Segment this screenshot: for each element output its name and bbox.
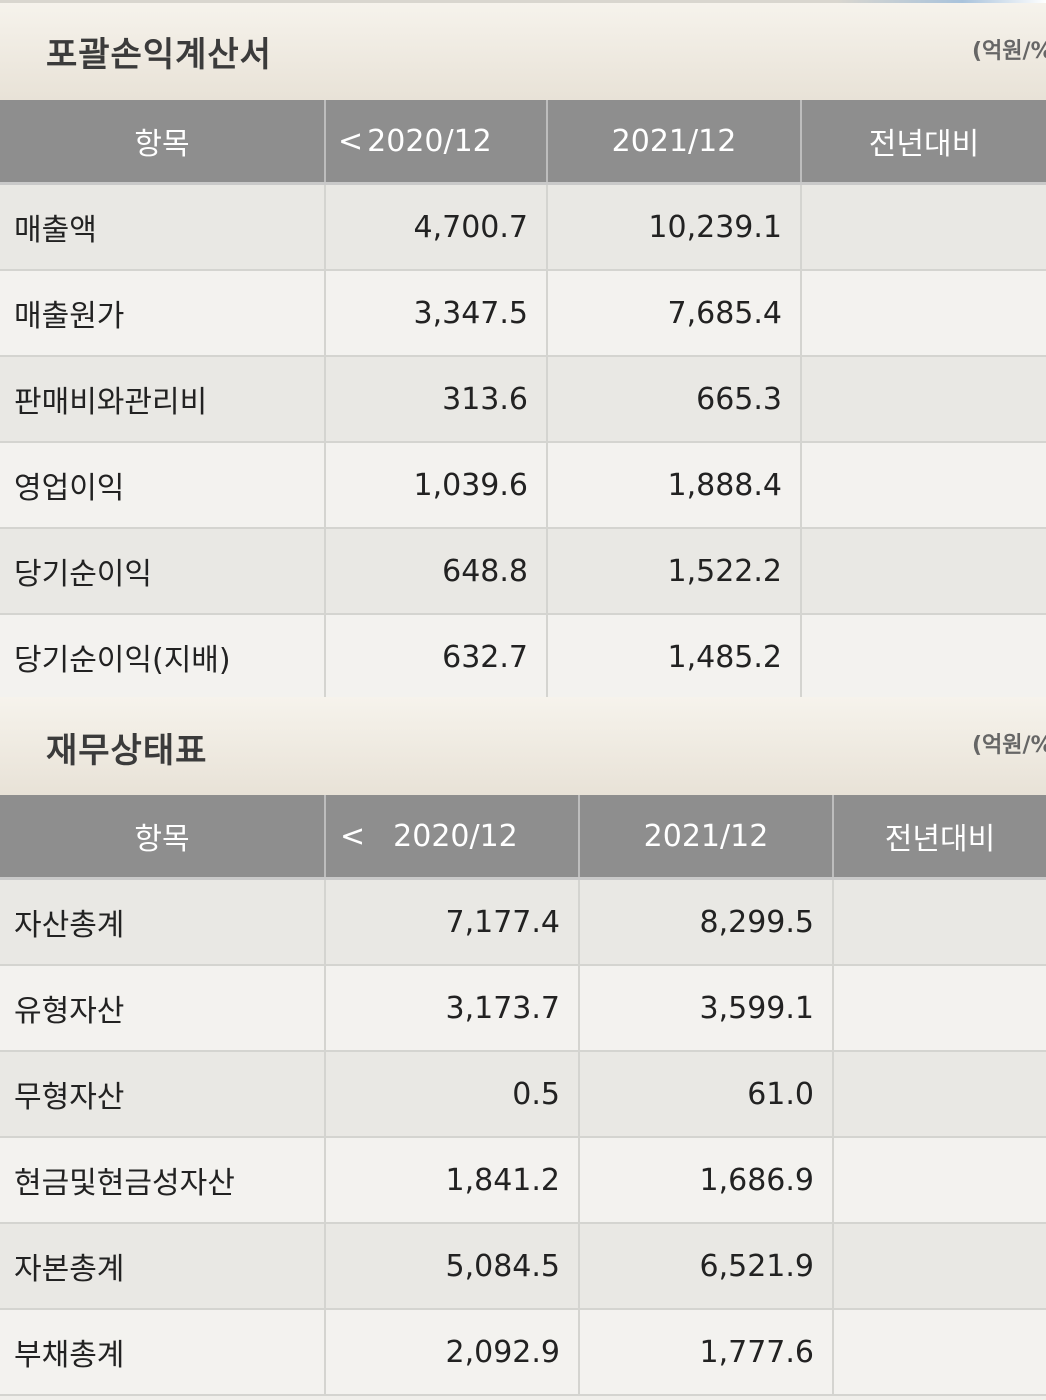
value-2020: 4,700.7 — [325, 183, 548, 271]
balance-sheet-table: 항목 <2020/12 2021/12 전년대비 자산총계 7,177.4 8,… — [0, 795, 1046, 1396]
balance-sheet-header: 재무상태표 (억원/%) — [0, 697, 1046, 795]
value-yoy — [801, 528, 1046, 615]
value-2021: 1,888.4 — [547, 442, 802, 529]
header-2021: 2021/12 — [579, 795, 834, 880]
value-yoy — [801, 183, 1046, 271]
table-row: 무형자산 0.5 61.0 — [0, 1051, 1046, 1138]
top-divider — [0, 0, 1046, 3]
row-label: 매출원가 — [0, 270, 326, 357]
income-statement-header: 포괄손익계산서 (억원/%) — [0, 3, 1046, 100]
row-label: 자산총계 — [0, 878, 326, 966]
income-statement-table: 항목 <2020/12 2021/12 전년대비 매출액 4,700.7 10,… — [0, 100, 1046, 701]
value-yoy — [833, 1309, 1046, 1396]
header-item: 항목 — [0, 795, 326, 880]
header-prev-period[interactable]: <2020/12 — [325, 100, 548, 185]
header-yoy: 전년대비 — [833, 795, 1046, 880]
header-2021: 2021/12 — [547, 100, 802, 185]
table-row: 영업이익 1,039.6 1,888.4 — [0, 442, 1046, 529]
value-2021: 6,521.9 — [579, 1223, 834, 1310]
value-yoy — [833, 965, 1046, 1052]
value-2020: 632.7 — [325, 614, 548, 701]
value-2020: 1,039.6 — [325, 442, 548, 529]
unit-label: (억원/%) — [972, 39, 1046, 64]
value-2020: 0.5 — [325, 1051, 580, 1138]
header-2020: 2020/12 — [367, 123, 492, 159]
value-2020: 2,092.9 — [325, 1309, 580, 1396]
header-prev-period[interactable]: <2020/12 — [325, 795, 580, 880]
row-label: 현금및현금성자산 — [0, 1137, 326, 1224]
header-yoy: 전년대비 — [801, 100, 1046, 185]
row-label: 자본총계 — [0, 1223, 326, 1310]
table-row: 자산총계 7,177.4 8,299.5 — [0, 878, 1046, 966]
value-2020: 7,177.4 — [325, 878, 580, 966]
row-label: 당기순이익(지배) — [0, 614, 326, 701]
value-2021: 3,599.1 — [579, 965, 834, 1052]
row-label: 유형자산 — [0, 965, 326, 1052]
row-label: 부채총계 — [0, 1309, 326, 1396]
value-yoy — [833, 1051, 1046, 1138]
table-row: 당기순이익 648.8 1,522.2 — [0, 528, 1046, 615]
table-row: 매출원가 3,347.5 7,685.4 — [0, 270, 1046, 357]
row-label: 매출액 — [0, 183, 326, 271]
value-2021: 61.0 — [579, 1051, 834, 1138]
table-row: 부채총계 2,092.9 1,777.6 — [0, 1309, 1046, 1396]
header-2020: 2020/12 — [393, 818, 518, 854]
value-2021: 10,239.1 — [547, 183, 802, 271]
value-2021: 1,777.6 — [579, 1309, 834, 1396]
value-yoy — [801, 270, 1046, 357]
table-row: 현금및현금성자산 1,841.2 1,686.9 — [0, 1137, 1046, 1224]
value-2021: 665.3 — [547, 356, 802, 443]
row-label: 판매비와관리비 — [0, 356, 326, 443]
table-row: 유형자산 3,173.7 3,599.1 — [0, 965, 1046, 1052]
value-2021: 1,485.2 — [547, 614, 802, 701]
value-2020: 1,841.2 — [325, 1137, 580, 1224]
value-2020: 648.8 — [325, 528, 548, 615]
value-yoy — [833, 1223, 1046, 1310]
chevron-left-icon[interactable]: < — [340, 818, 366, 854]
value-2020: 3,347.5 — [325, 270, 548, 357]
value-yoy — [801, 356, 1046, 443]
table-header-row: 항목 <2020/12 2021/12 전년대비 — [0, 100, 1046, 185]
row-label: 당기순이익 — [0, 528, 326, 615]
row-label: 영업이익 — [0, 442, 326, 529]
value-2021: 7,685.4 — [547, 270, 802, 357]
value-yoy — [801, 442, 1046, 529]
value-2020: 313.6 — [325, 356, 548, 443]
section-title: 재무상태표 — [46, 731, 208, 771]
row-label: 무형자산 — [0, 1051, 326, 1138]
value-2021: 8,299.5 — [579, 878, 834, 966]
value-yoy — [833, 878, 1046, 966]
value-2021: 1,686.9 — [579, 1137, 834, 1224]
table-header-row: 항목 <2020/12 2021/12 전년대비 — [0, 795, 1046, 880]
header-item: 항목 — [0, 100, 326, 185]
table-row: 매출액 4,700.7 10,239.1 — [0, 183, 1046, 271]
table-row: 당기순이익(지배) 632.7 1,485.2 — [0, 614, 1046, 701]
unit-label: (억원/%) — [972, 733, 1046, 758]
value-2021: 1,522.2 — [547, 528, 802, 615]
value-yoy — [801, 614, 1046, 701]
value-yoy — [833, 1137, 1046, 1224]
table-row: 판매비와관리비 313.6 665.3 — [0, 356, 1046, 443]
value-2020: 5,084.5 — [325, 1223, 580, 1310]
value-2020: 3,173.7 — [325, 965, 580, 1052]
chevron-left-icon[interactable]: < — [338, 123, 364, 159]
table-row: 자본총계 5,084.5 6,521.9 — [0, 1223, 1046, 1310]
section-title: 포괄손익계산서 — [46, 35, 272, 75]
